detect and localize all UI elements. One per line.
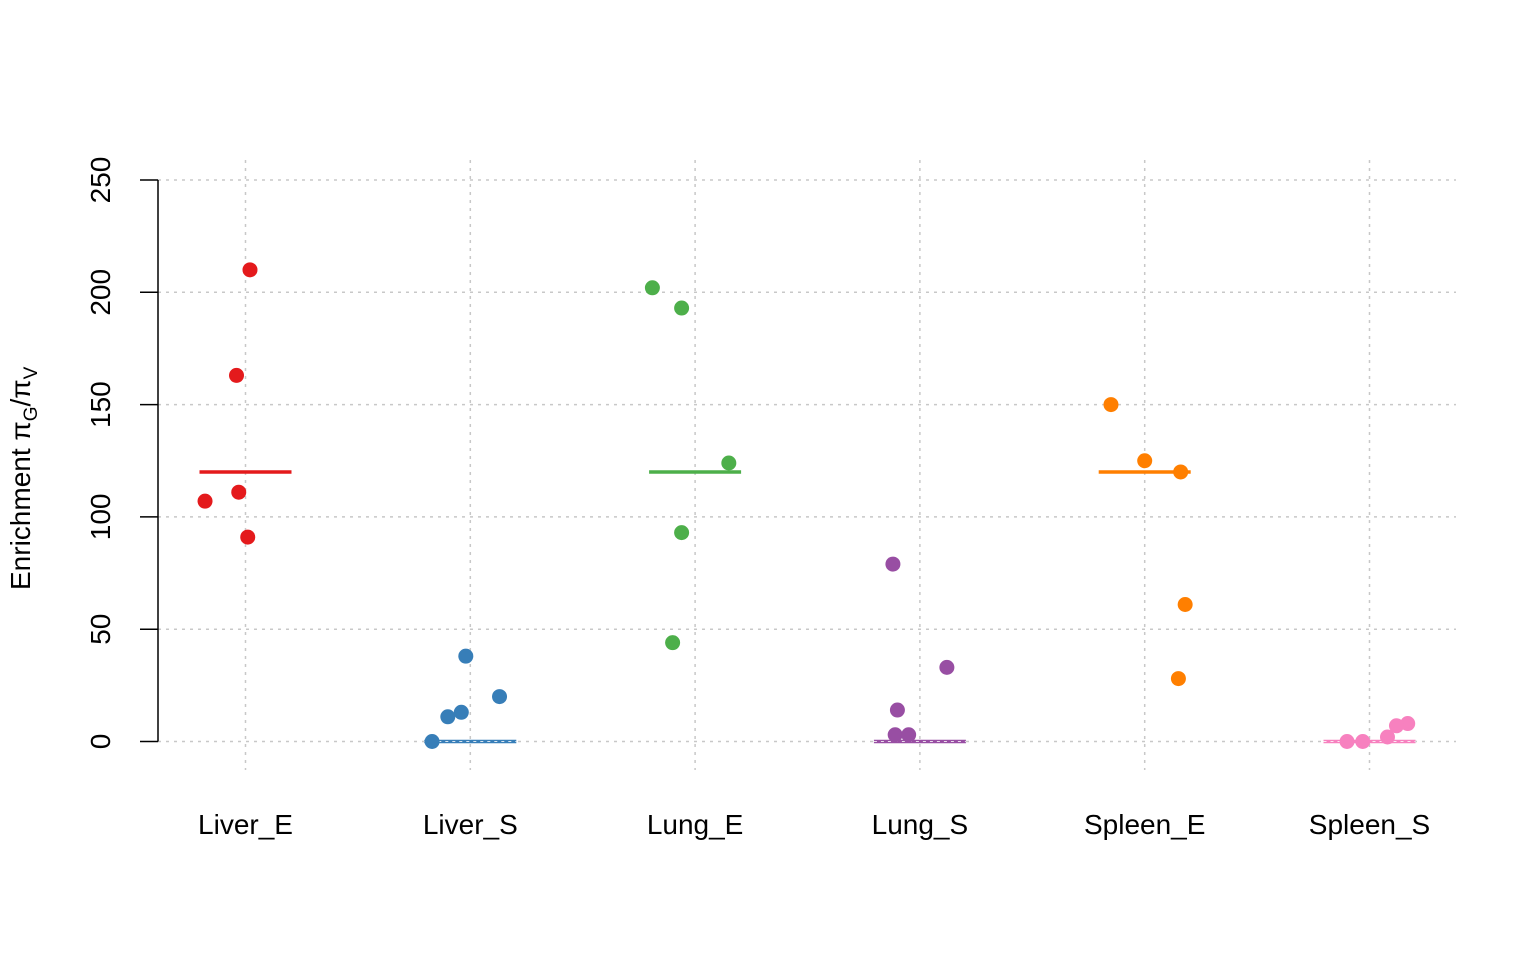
data-point	[240, 529, 256, 545]
y-axis-title-denominator-symbol: π	[5, 379, 36, 398]
data-point	[229, 367, 245, 383]
y-tick-label: 200	[85, 269, 116, 316]
y-axis-title-numerator-sub: G	[21, 406, 42, 421]
data-point	[1177, 596, 1193, 612]
data-point	[1339, 734, 1355, 749]
y-tick-label: 250	[85, 157, 116, 204]
data-point	[424, 734, 440, 749]
y-axis-title-prefix: Enrichment	[5, 441, 36, 590]
data-point	[458, 648, 474, 664]
y-tick-label: 0	[85, 734, 116, 750]
data-point	[1355, 734, 1371, 749]
data-point	[901, 727, 917, 743]
x-tick-label: Liver_E	[198, 809, 293, 840]
data-point	[885, 556, 901, 572]
y-axis-title-denominator-sub: V	[21, 366, 42, 379]
x-tick-label: Lung_S	[872, 809, 969, 840]
y-axis-title-separator: /	[5, 398, 36, 406]
data-point	[231, 484, 247, 500]
data-point	[492, 689, 508, 705]
x-tick-labels: Liver_E Liver_S Lung_E Lung_S Spleen_E Spleen…	[198, 809, 1430, 840]
data-point	[674, 300, 690, 316]
summary-lines	[199, 470, 1416, 744]
data-point	[665, 635, 681, 651]
x-tick-label: Liver_S	[423, 809, 518, 840]
data-point	[887, 727, 903, 743]
data-point	[1173, 464, 1189, 480]
data-points	[197, 262, 1416, 749]
y-tick-label: 100	[85, 494, 116, 541]
grid-layer	[158, 160, 1456, 770]
x-tick-label: Spleen_E	[1084, 809, 1205, 840]
data-point	[674, 525, 690, 541]
data-point	[1103, 397, 1119, 413]
data-point	[453, 704, 469, 720]
data-point	[1379, 729, 1395, 745]
data-point	[939, 659, 955, 675]
data-point	[1137, 453, 1153, 469]
data-point	[197, 493, 213, 509]
data-point	[1388, 718, 1404, 734]
y-axis: 0 50 100 150 200 250	[85, 157, 159, 750]
data-point	[721, 455, 737, 471]
x-tick-label: Spleen_S	[1309, 809, 1430, 840]
y-tick-label: 50	[85, 614, 116, 645]
data-point	[644, 280, 660, 296]
data-point	[440, 709, 456, 725]
x-tick-label: Lung_E	[647, 809, 744, 840]
y-axis-title: Enrichment πG/πV	[5, 366, 42, 590]
data-point	[1170, 671, 1186, 687]
y-tick-label: 150	[85, 381, 116, 428]
y-axis-title-numerator-symbol: π	[5, 421, 36, 440]
data-point	[1400, 716, 1416, 732]
data-point	[242, 262, 258, 278]
data-point	[889, 702, 905, 718]
